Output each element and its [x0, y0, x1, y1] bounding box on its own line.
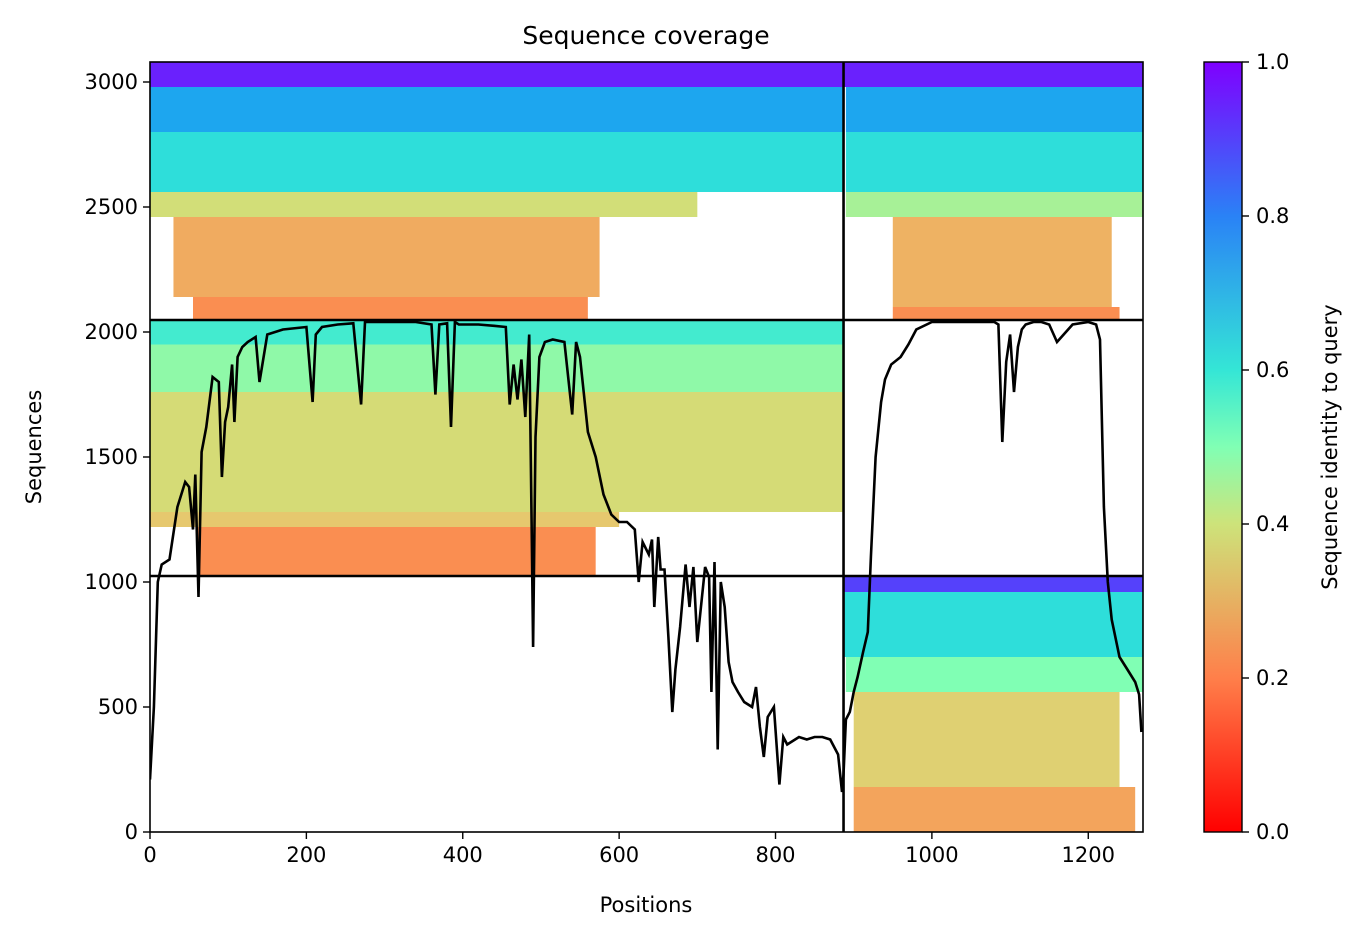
- coverage-band: [150, 192, 698, 217]
- coverage-band: [845, 657, 1143, 692]
- x-axis-label: Positions: [600, 893, 693, 917]
- plot-frame: [149, 61, 1144, 833]
- coverage-band: [150, 62, 844, 87]
- x-tick-label: 1200: [1062, 843, 1115, 867]
- y-axis: 0 500 1000 1500 2000 2500 3000: [85, 70, 150, 844]
- x-tick-label: 0: [143, 843, 156, 867]
- y-tick-label: 3000: [85, 70, 138, 94]
- x-tick-label: 1000: [905, 843, 958, 867]
- coverage-band: [843, 62, 1143, 87]
- colorbar-tick-label: 0.8: [1256, 204, 1289, 228]
- coverage-band: [892, 217, 1112, 307]
- coverage-line: [150, 319, 1143, 793]
- y-tick-label: 0: [125, 820, 138, 844]
- colorbar-tick-label: 0.4: [1256, 512, 1289, 536]
- coverage-band: [193, 297, 588, 320]
- y-tick-label: 2000: [85, 320, 138, 344]
- colorbar-ticks: 0.0 0.2 0.4 0.6 0.8 1.0: [1242, 50, 1289, 844]
- coverage-band: [150, 392, 844, 512]
- coverage-band: [853, 692, 1120, 787]
- chain-dividers: [150, 62, 1143, 832]
- colorbar-tick-label: 0.2: [1256, 666, 1289, 690]
- colorbar-label: Sequence identity to query: [1318, 304, 1342, 589]
- coverage-band: [845, 87, 1143, 132]
- y-tick-label: 1000: [85, 570, 138, 594]
- y-tick-label: 1500: [85, 445, 138, 469]
- coverage-band: [150, 344, 844, 392]
- coverage-band: [196, 527, 596, 576]
- coverage-band: [150, 512, 620, 527]
- coverage-band: [150, 132, 844, 192]
- colorbar-tick-label: 0.6: [1256, 358, 1289, 382]
- colorbar-tick-label: 1.0: [1256, 50, 1289, 74]
- coverage-band: [843, 592, 1143, 657]
- x-tick-label: 200: [286, 843, 326, 867]
- coverage-band: [843, 576, 1143, 592]
- y-tick-label: 2500: [85, 195, 138, 219]
- coverage-band: [150, 320, 844, 345]
- coverage-band: [150, 87, 844, 132]
- coverage-heatmap: [150, 62, 1143, 832]
- coverage-band: [892, 307, 1120, 320]
- coverage-band: [853, 787, 1136, 832]
- coverage-band: [173, 217, 600, 297]
- x-tick-label: 600: [599, 843, 639, 867]
- coverage-band: [845, 192, 1143, 217]
- y-axis-label: Sequences: [22, 390, 46, 505]
- coverage-band: [845, 132, 1143, 192]
- x-axis: 0 200 400 600 800 1000 1200: [143, 832, 1115, 867]
- colorbar-tick-label: 0.0: [1256, 820, 1289, 844]
- chart-title: Sequence coverage: [522, 21, 769, 50]
- colorbar: [1203, 61, 1243, 833]
- y-tick-label: 500: [98, 695, 138, 719]
- x-tick-label: 400: [443, 843, 483, 867]
- x-tick-label: 800: [755, 843, 795, 867]
